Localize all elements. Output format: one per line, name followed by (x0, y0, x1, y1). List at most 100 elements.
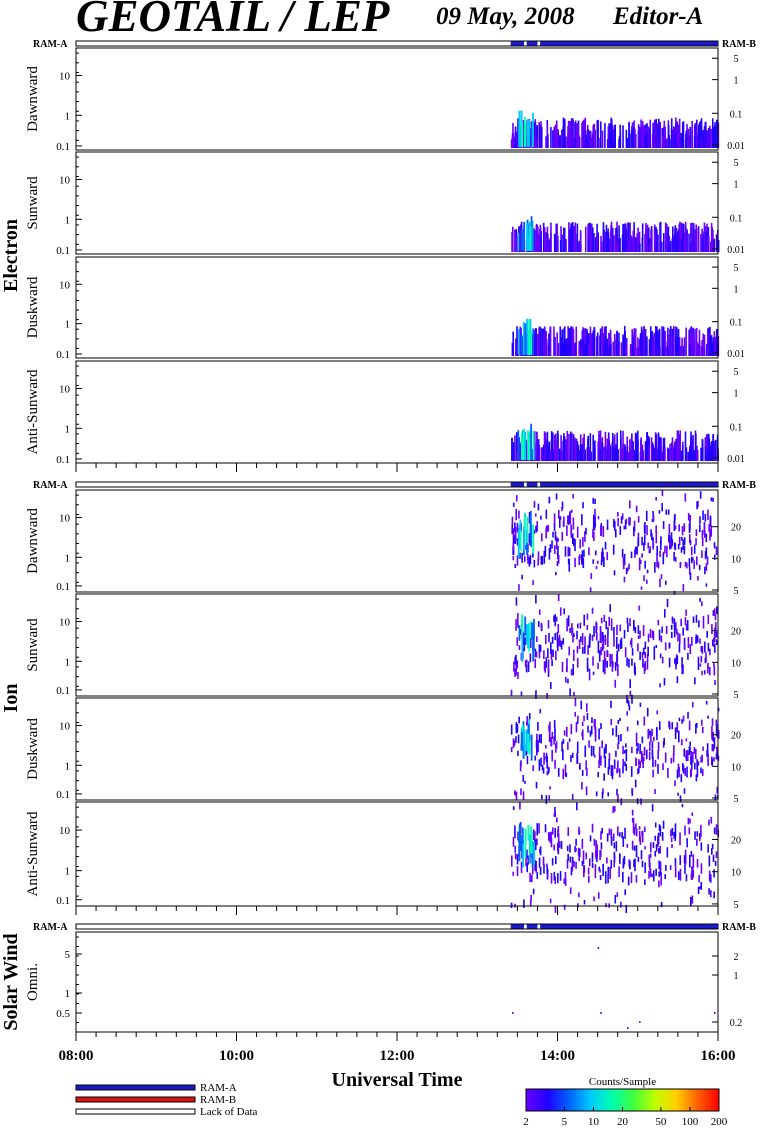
data-cell (603, 651, 606, 661)
data-cell (544, 432, 547, 461)
data-cell (557, 128, 559, 148)
data-cell (650, 229, 652, 252)
data-cell (627, 239, 629, 252)
data-cell (596, 232, 598, 252)
data-cell (635, 845, 638, 858)
data-cell (699, 833, 701, 841)
data-cell (630, 640, 632, 645)
data-cell (549, 721, 551, 731)
data-cell (638, 759, 640, 766)
data-cell (542, 856, 545, 866)
data-cell (583, 865, 585, 878)
data-cell (585, 703, 588, 712)
data-cell (529, 872, 531, 883)
data-cell (557, 624, 560, 634)
data-cell (699, 516, 701, 524)
data-cell (595, 565, 598, 570)
data-cell (579, 539, 581, 549)
data-cell (512, 555, 515, 561)
data-cell (635, 432, 637, 461)
data-cell (655, 531, 658, 544)
data-cell (695, 556, 698, 566)
data-cell (695, 774, 698, 782)
data-cell (519, 802, 521, 810)
data-cell (601, 441, 603, 461)
data-cell (527, 557, 529, 564)
data-cell (648, 857, 651, 868)
data-cell (535, 781, 538, 789)
data-cell (615, 841, 618, 852)
data-cell (675, 622, 677, 630)
data-cell (681, 657, 683, 668)
data-cell (554, 531, 557, 541)
data-cell (574, 239, 577, 252)
data-cell (649, 853, 652, 858)
data-cell (615, 636, 618, 649)
data-cell (673, 521, 676, 532)
data-cell (714, 644, 716, 653)
colorbar-title: Counts/Sample (589, 1076, 656, 1088)
data-cell (519, 552, 521, 559)
data-cell (683, 855, 686, 864)
data-cell (615, 725, 618, 737)
data-cell (572, 328, 575, 356)
data-cell (644, 641, 647, 649)
data-cell (538, 857, 541, 868)
data-cell (545, 339, 548, 356)
data-cell (683, 642, 686, 651)
data-cell (532, 112, 534, 147)
data-cell (555, 650, 557, 661)
data-cell (577, 129, 580, 148)
data-cell (641, 736, 644, 744)
data-cell (555, 616, 558, 622)
data-cell (552, 649, 554, 657)
data-cell (696, 125, 698, 148)
right-tick-label: 1 (734, 284, 739, 295)
data-cell (539, 709, 542, 714)
data-cell (610, 618, 613, 631)
x-tick-label: 14:00 (540, 1048, 575, 1064)
data-cell (609, 123, 612, 148)
data-cell (572, 494, 574, 499)
data-cell (573, 633, 575, 638)
data-cell (661, 136, 664, 148)
data-cell (700, 767, 702, 774)
data-cell (601, 342, 604, 356)
data-cell (684, 856, 687, 863)
data-cell (614, 662, 617, 671)
data-cell (557, 637, 560, 646)
data-cell (680, 774, 683, 783)
data-cell (530, 826, 533, 854)
data-cell (527, 824, 530, 841)
data-cell (682, 763, 684, 771)
x-tick-label: 10:00 (219, 1048, 254, 1064)
data-cell (525, 445, 527, 461)
data-cell (683, 748, 686, 757)
data-cell (687, 451, 689, 461)
data-cell (713, 891, 715, 899)
data-cell (549, 326, 552, 356)
data-cell (704, 122, 707, 148)
data-cell (712, 610, 715, 616)
data-cell (621, 832, 623, 839)
data-cell (586, 657, 589, 669)
data-cell (667, 509, 670, 515)
data-cell (620, 637, 623, 649)
data-cell (594, 129, 596, 148)
data-cell (602, 552, 604, 562)
data-cell (686, 838, 689, 848)
data-cell (706, 449, 709, 461)
data-cell (604, 666, 606, 675)
data-cell (715, 606, 718, 614)
data-cell (703, 222, 706, 252)
data-cell (712, 229, 714, 252)
data-cell (636, 720, 639, 726)
data-cell (620, 901, 622, 908)
data-cell (648, 854, 651, 862)
data-cell (652, 341, 655, 356)
data-cell (556, 843, 559, 852)
data-cell (626, 711, 629, 716)
data-cell (695, 227, 698, 252)
data-cell (561, 132, 564, 148)
